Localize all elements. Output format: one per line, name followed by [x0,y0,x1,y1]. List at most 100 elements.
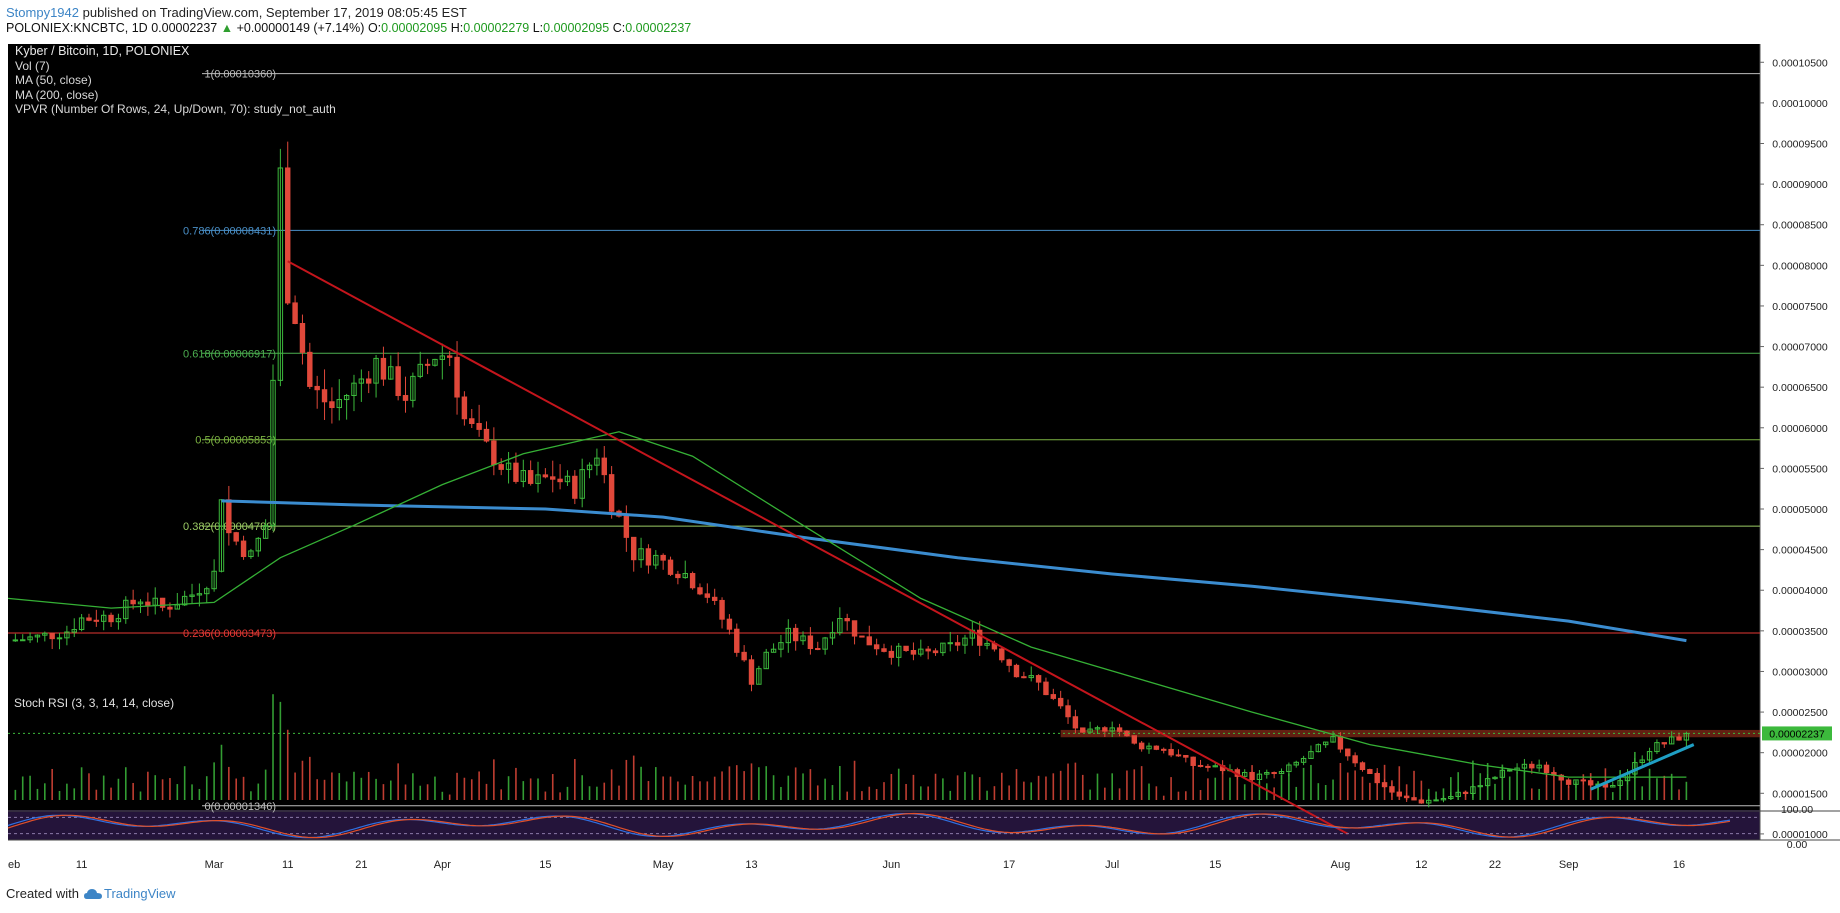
publication-header: Stompy1942 published on TradingView.com,… [0,0,1840,44]
candle-body [711,596,718,601]
volume-bar [257,783,260,800]
volume-bar [169,778,171,800]
volume-bar [1148,783,1150,800]
volume-bar [147,771,149,800]
volume-bar [1045,776,1047,800]
volume-bar [794,767,797,800]
volume-bar [677,781,679,800]
volume-bar [44,783,46,800]
volume-bar [1023,781,1025,800]
volume-bar [1015,769,1018,800]
candle-body [1359,762,1366,771]
volume-bar [1442,788,1445,800]
candle-body [358,378,365,384]
candle-body [108,614,114,623]
volume-bar [1575,781,1577,800]
volume-bar [1258,781,1261,800]
y-axis-label: 0.00004000 [1772,585,1828,597]
candle-body [1374,773,1380,784]
volume-bar [1346,772,1349,800]
candle-body [1028,675,1034,679]
volume-bar [323,779,326,800]
volume-bar [132,782,134,800]
volume-bar [1545,766,1548,800]
volume-bar [1332,779,1334,800]
volume-bar [360,777,363,800]
candle-body [1654,742,1660,753]
volume-bar [1354,770,1356,800]
candle-body [248,550,254,558]
legend-volume[interactable]: Vol (7) [15,59,50,73]
volume-bar [470,779,473,800]
volume-bar [883,782,885,800]
candle-body [1256,773,1263,781]
volume-bar [588,786,591,800]
candle-body [1676,736,1682,741]
volume-bar [831,785,834,800]
y-axis-label: 0.00004500 [1772,545,1828,557]
volume-bar [1611,792,1614,800]
volume-bar [603,782,606,800]
volume-bar [213,762,215,800]
volume-bar [765,766,768,800]
candle-body [999,648,1005,661]
candle-body [314,385,320,391]
volume-bar [758,767,760,800]
candle-body [682,573,688,579]
volume-bar [544,791,547,800]
volume-bar [198,788,201,800]
volume-bar [73,788,76,800]
chart-legend: Kyber / Bitcoin, 1D, POLONIEX Vol (7) MA… [15,44,336,116]
volume-bar [1214,777,1217,800]
candle-body [778,642,784,650]
price-chart[interactable]: 1(0.00010360) 0.786(0.00008431) 0.618(0.00… [0,44,1840,884]
volume-bar [29,775,31,800]
legend-ma200[interactable]: MA (200, close) [15,88,98,102]
volume-bar [1236,774,1239,800]
volume-bar [839,766,841,800]
tradingview-logo[interactable]: TradingView [83,886,176,901]
legend-ma50[interactable]: MA (50, close) [15,73,92,87]
author-link[interactable]: Stompy1942 [6,5,79,20]
volume-bar [21,776,24,800]
legend-vpvr[interactable]: VPVR (Number Of Rows, 24, Up/Down, 70): … [15,102,336,116]
candle-body [689,573,696,589]
volume-bar [242,776,245,800]
candle-body [196,593,203,596]
candle-body [93,619,100,622]
volume-bar [426,784,429,800]
y-axis-label: 0.00005000 [1772,504,1828,516]
candle-body [424,363,431,366]
candle-body [181,595,188,606]
candle-body [697,587,703,595]
volume-bar [507,776,510,800]
volume-bar [1405,784,1408,800]
x-axis-label: 17 [1003,859,1015,871]
y-axis-label: 0.00003500 [1772,626,1828,638]
candle-body [292,302,298,324]
candle-body [1639,759,1645,764]
candle-body [645,548,652,566]
footer: Created with TradingView [6,886,176,901]
volume-bar [1376,771,1379,800]
candle-body [1197,764,1204,767]
chart-pane[interactable] [8,44,1760,840]
volume-bar [632,755,635,800]
rsi-label[interactable]: Stoch RSI (3, 3, 14, 14, close) [14,696,174,710]
candle-body [71,629,77,633]
candle-body [866,636,872,646]
x-axis-label: Aug [1331,859,1351,871]
volume-bar [1170,777,1172,800]
x-axis-label: Jul [1105,859,1119,871]
candle-body [976,629,983,646]
candle-body [270,379,276,527]
candle-body [12,639,19,642]
volume-bar [1162,795,1165,800]
candle-body [1448,796,1454,800]
volume-bar [397,763,399,800]
candle-body [343,394,350,401]
candle-body [410,375,416,401]
candle-body [277,167,284,381]
high-label: H: [450,21,464,35]
candle-body [1367,769,1373,775]
